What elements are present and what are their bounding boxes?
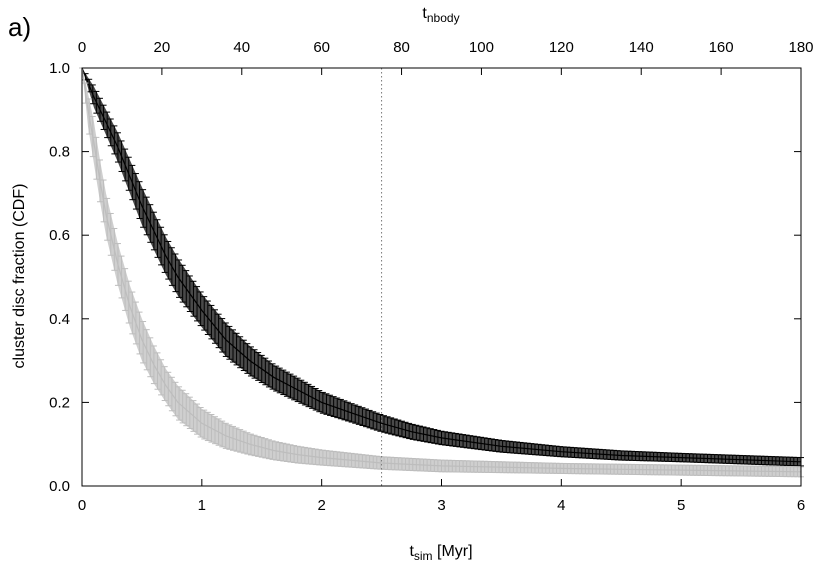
x-tick-label: 6 [797,497,805,514]
y-tick-label: 1.0 [49,60,70,77]
top-axis-title-sub: nbody [427,11,460,25]
y-axis-title: cluster disc fraction (CDF) [11,184,28,369]
top-tick-label: 180 [788,39,813,56]
x-axis-title-main: t [409,543,414,560]
series-1 [79,67,804,478]
y-tick-label: 0.4 [49,311,70,328]
x-tick-label: 2 [317,497,325,514]
top-axis-title-main: t [422,5,427,22]
top-tick-label: 120 [549,39,574,56]
top-tick-label: 0 [78,39,86,56]
ticks-layer: 0 1 2 3 4 5 60 20 40 60 80 100 120 140 160 1800.00.20.4… [49,39,813,514]
series-layer [79,67,804,478]
top-tick-label: 40 [233,39,250,56]
top-tick-label: 140 [629,39,654,56]
top-tick-label: 80 [393,39,410,56]
top-tick-label: 160 [709,39,734,56]
top-axis-title: tnbody [422,5,459,25]
x-axis-title-sub: sim [414,549,433,563]
x-tick-label: 4 [557,497,565,514]
x-tick-label: 1 [198,497,206,514]
top-tick-label: 60 [313,39,330,56]
x-tick-label: 5 [677,497,685,514]
y-tick-label: 0.2 [49,394,70,411]
y-tick-label: 0.0 [49,478,70,495]
x-axis-title-suffix: [Myr] [433,543,473,560]
y-tick-label: 0.6 [49,227,70,244]
top-tick-label: 100 [469,39,494,56]
series-0 [79,67,804,467]
y-tick-label: 0.8 [49,144,70,161]
series-1-line [81,67,802,473]
top-tick-label: 20 [154,39,171,56]
x-tick-label: 3 [437,497,445,514]
x-tick-label: 0 [78,497,86,514]
series-0-line [81,67,802,463]
panel-label: a) [8,12,31,42]
x-axis-title: tsim [Myr] [409,543,472,563]
